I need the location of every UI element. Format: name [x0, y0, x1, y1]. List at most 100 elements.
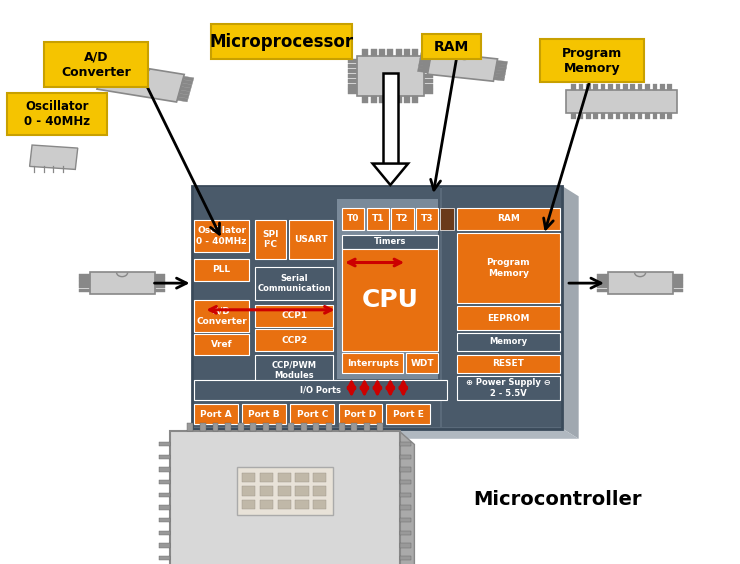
Bar — [155, 285, 165, 288]
Bar — [379, 96, 385, 103]
Bar — [571, 113, 576, 119]
Bar — [601, 84, 605, 90]
Text: T2: T2 — [397, 214, 408, 223]
FancyBboxPatch shape — [383, 73, 398, 164]
Bar — [181, 83, 192, 88]
Bar — [159, 455, 170, 459]
Bar — [155, 289, 165, 292]
Bar — [597, 278, 608, 281]
Bar — [412, 49, 418, 56]
FancyBboxPatch shape — [440, 208, 454, 230]
Bar — [178, 94, 189, 99]
Bar — [616, 84, 620, 90]
Bar — [653, 84, 657, 90]
FancyBboxPatch shape — [194, 220, 249, 252]
Bar — [260, 486, 273, 496]
Bar — [593, 84, 598, 90]
Text: Port C: Port C — [297, 409, 328, 418]
Text: Port B: Port B — [249, 409, 280, 418]
Bar — [420, 55, 431, 60]
Bar — [400, 442, 411, 446]
Bar — [79, 278, 90, 281]
Bar — [349, 59, 357, 63]
Bar — [417, 68, 428, 73]
Bar — [155, 278, 165, 281]
Bar — [275, 423, 281, 431]
Text: Interrupts: Interrupts — [347, 359, 399, 368]
FancyBboxPatch shape — [194, 380, 447, 399]
Text: SPI
I²C: SPI I²C — [262, 230, 279, 249]
Bar — [424, 74, 433, 78]
Text: CCP/PWM
Modules: CCP/PWM Modules — [272, 361, 317, 380]
FancyBboxPatch shape — [457, 333, 559, 351]
Bar — [159, 556, 170, 561]
FancyBboxPatch shape — [443, 187, 561, 428]
Bar — [242, 486, 255, 496]
Bar — [400, 518, 411, 522]
Bar — [349, 64, 357, 68]
Bar — [497, 60, 508, 65]
FancyBboxPatch shape — [367, 208, 389, 230]
Bar — [363, 49, 369, 56]
Text: T3: T3 — [421, 214, 433, 223]
FancyBboxPatch shape — [540, 39, 644, 82]
Bar — [295, 473, 309, 482]
Polygon shape — [400, 431, 414, 564]
Text: ⊕ Power Supply ⊖
2 - 5.5V: ⊕ Power Supply ⊖ 2 - 5.5V — [466, 378, 551, 398]
Bar — [278, 473, 291, 482]
Bar — [400, 556, 411, 561]
Bar — [278, 500, 291, 509]
Bar — [87, 82, 98, 87]
Bar — [349, 74, 357, 78]
Bar — [314, 423, 320, 431]
Text: Vref: Vref — [211, 340, 232, 349]
Bar — [424, 79, 433, 83]
Bar — [653, 113, 657, 119]
FancyBboxPatch shape — [457, 377, 559, 399]
Bar — [388, 49, 394, 56]
Bar — [363, 96, 369, 103]
Bar — [667, 113, 672, 119]
Bar — [180, 87, 191, 91]
Bar — [638, 113, 642, 119]
Bar — [349, 69, 357, 73]
FancyBboxPatch shape — [7, 93, 107, 135]
Bar — [295, 486, 309, 496]
Bar — [159, 442, 170, 446]
FancyBboxPatch shape — [194, 334, 249, 355]
Bar — [571, 84, 576, 90]
FancyBboxPatch shape — [255, 220, 286, 259]
Bar — [673, 289, 683, 292]
Text: Microcontroller: Microcontroller — [474, 490, 642, 509]
FancyBboxPatch shape — [416, 208, 438, 230]
Bar — [313, 473, 326, 482]
Bar — [159, 505, 170, 510]
Bar — [326, 423, 332, 431]
Bar — [418, 65, 429, 69]
Text: I/O Ports: I/O Ports — [300, 385, 341, 394]
FancyBboxPatch shape — [255, 355, 333, 386]
Bar — [400, 467, 411, 472]
Bar — [586, 84, 591, 90]
Bar — [182, 80, 193, 85]
Polygon shape — [373, 164, 408, 185]
Text: CPU: CPU — [362, 288, 419, 312]
FancyBboxPatch shape — [194, 187, 440, 428]
Text: Program
Memory: Program Memory — [562, 47, 622, 74]
FancyBboxPatch shape — [44, 42, 148, 87]
Bar — [371, 96, 377, 103]
Bar — [608, 272, 673, 294]
Bar — [597, 274, 608, 277]
Bar — [349, 79, 357, 83]
Bar — [260, 473, 273, 482]
Bar — [79, 274, 90, 277]
Bar — [170, 431, 400, 564]
Bar — [30, 145, 78, 169]
Text: PLL: PLL — [212, 265, 231, 274]
Bar — [404, 96, 410, 103]
Text: CCP1: CCP1 — [281, 311, 307, 320]
Text: A/D
Converter: A/D Converter — [61, 51, 131, 79]
Bar — [623, 84, 628, 90]
Bar — [638, 84, 642, 90]
FancyBboxPatch shape — [289, 220, 333, 259]
